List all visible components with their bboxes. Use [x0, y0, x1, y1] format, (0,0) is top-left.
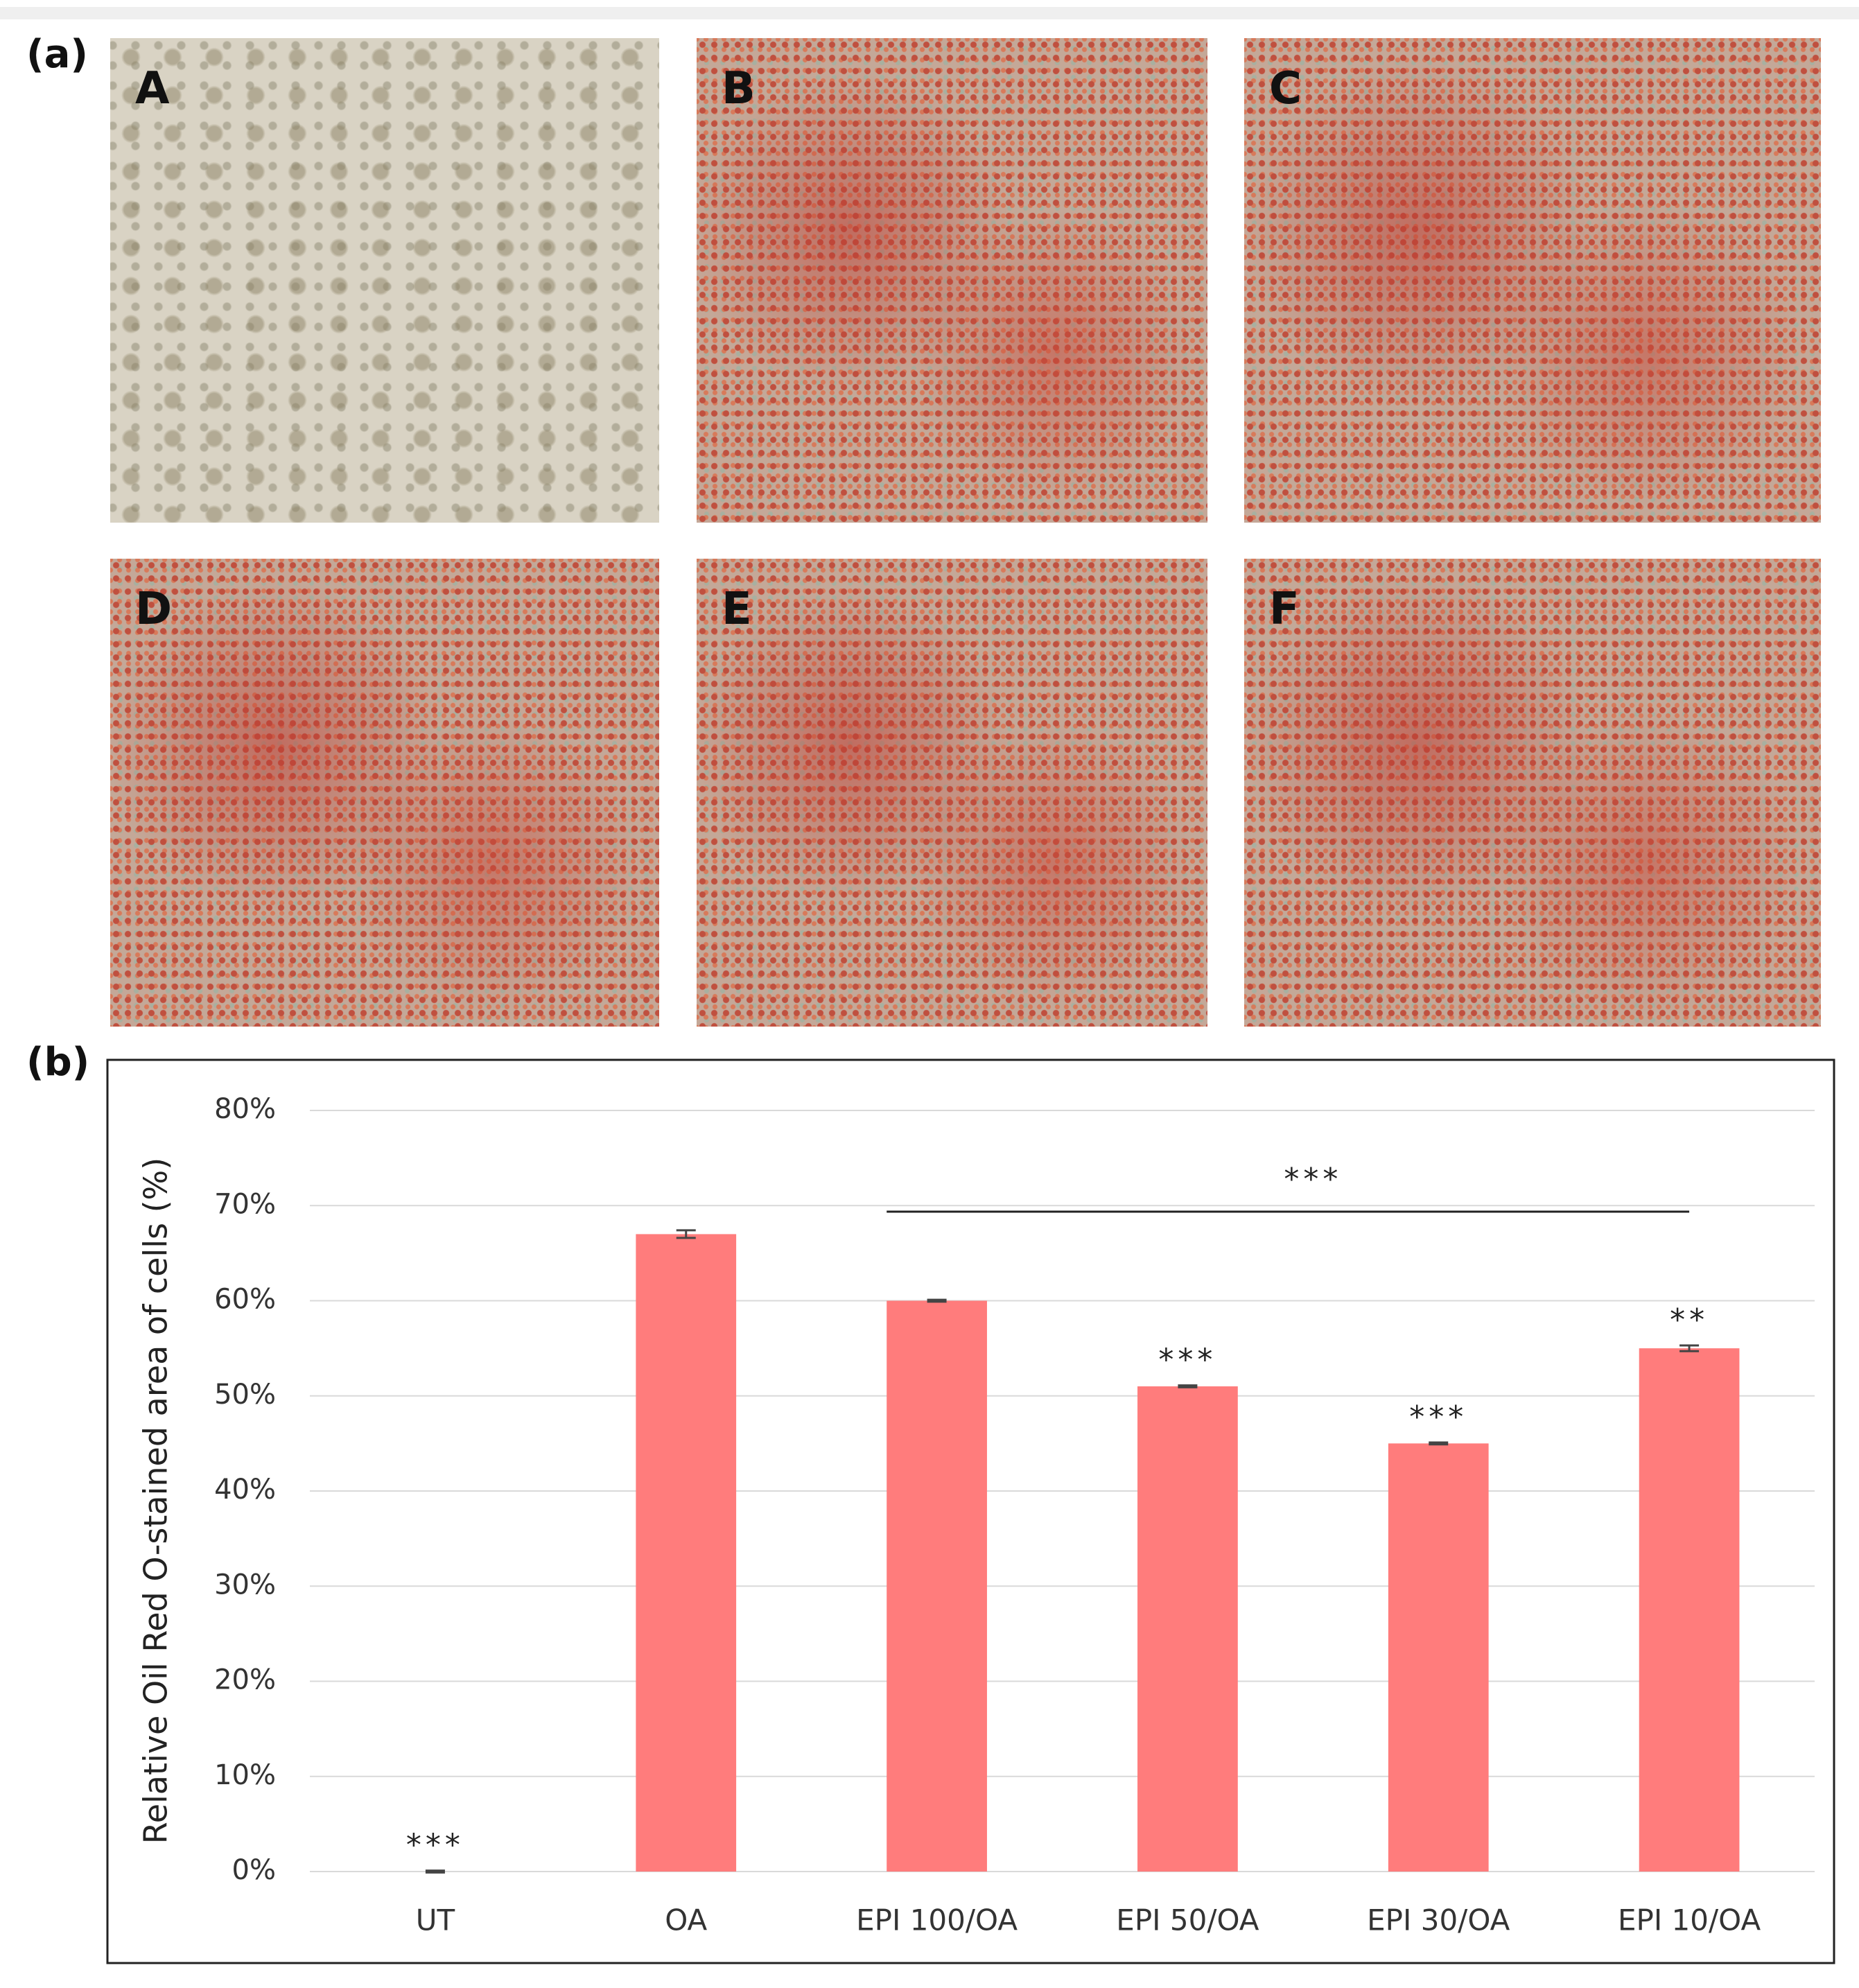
- panel-label: (a): [26, 32, 88, 77]
- image-label: F: [1269, 584, 1300, 635]
- y-tick-label: 70%: [214, 1188, 276, 1220]
- y-tick-label: 80%: [214, 1093, 276, 1125]
- x-tick-label: UT: [416, 1903, 455, 1937]
- panel-label: (b): [26, 1040, 90, 1085]
- y-tick-label: 50%: [214, 1379, 276, 1411]
- micrograph: B: [697, 38, 1207, 523]
- x-tick-label: OA: [665, 1903, 707, 1937]
- y-axis-label: Relative Oil Red O-stained area of cells…: [137, 1158, 175, 1844]
- micrograph: A: [110, 38, 659, 523]
- y-tick-label: 20%: [214, 1664, 276, 1696]
- bar: [1388, 1443, 1489, 1872]
- significance-label: **: [1670, 1302, 1709, 1338]
- x-tick-label: EPI 10/OA: [1618, 1903, 1761, 1937]
- bar: [1639, 1348, 1740, 1872]
- significance-label: ***: [1158, 1343, 1216, 1378]
- y-tick-label: 60%: [214, 1284, 276, 1316]
- image-label: A: [135, 63, 170, 114]
- image-label: C: [1269, 63, 1302, 114]
- image-label: B: [722, 63, 756, 114]
- significance-label: ***: [1409, 1400, 1467, 1435]
- bar: [887, 1300, 987, 1872]
- y-tick-label: 30%: [214, 1569, 276, 1601]
- micrograph: C: [1244, 38, 1821, 523]
- x-tick-label: EPI 30/OA: [1367, 1903, 1510, 1937]
- top-bar: [0, 7, 1859, 19]
- x-tick-label: EPI 100/OA: [856, 1903, 1018, 1937]
- bar: [1137, 1386, 1238, 1872]
- y-tick-label: 10%: [214, 1759, 276, 1791]
- bracket-label: ***: [1284, 1162, 1342, 1197]
- x-tick-label: EPI 50/OA: [1116, 1903, 1259, 1937]
- image-label: E: [722, 584, 752, 635]
- y-tick-label: 40%: [214, 1474, 276, 1506]
- micrograph: E: [697, 559, 1207, 1027]
- image-label: D: [135, 584, 173, 635]
- chart-frame: [106, 1058, 1835, 1964]
- y-tick-label: 0%: [232, 1854, 276, 1886]
- significance-label: ***: [406, 1828, 464, 1863]
- micrograph: F: [1244, 559, 1821, 1027]
- bar: [636, 1234, 737, 1872]
- micrograph: D: [110, 559, 659, 1027]
